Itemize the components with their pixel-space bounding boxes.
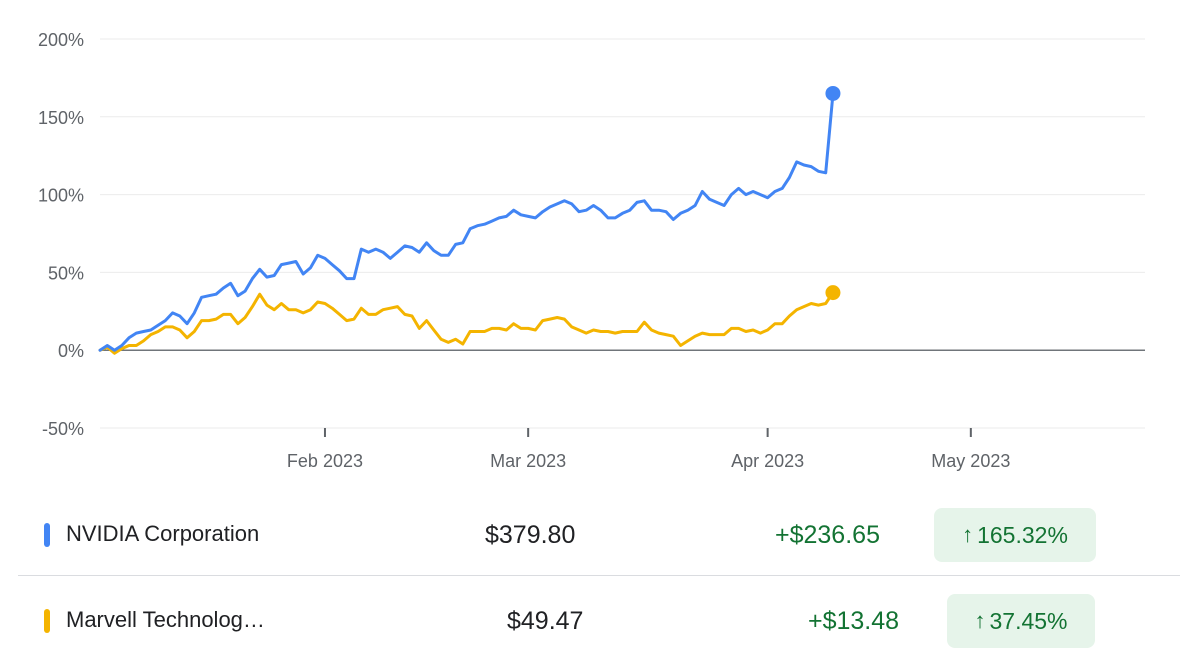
price-change: +$13.48 [808, 607, 900, 635]
grid-lines [100, 38, 1145, 429]
arrow-up-icon: ↑ [962, 522, 974, 547]
series-line [98, 92, 835, 352]
stock-name: Marvell Technolog… [66, 607, 265, 632]
x-axis-ticks: Feb 2023 Mar 2023 Apr 2023 May 2023 [287, 428, 1010, 471]
x-tick-label: Mar 2023 [490, 451, 566, 471]
percent-value: 37.45% [989, 607, 1068, 634]
percent-change-badge: ↑ 37.45% [947, 594, 1095, 648]
series-lines [98, 85, 841, 355]
x-tick-label: May 2023 [931, 451, 1010, 471]
series-line [98, 291, 835, 355]
y-tick-label: -50% [42, 419, 84, 439]
y-axis-ticks: 200% 150% 100% 50% 0% -50% [38, 30, 84, 439]
arrow-up-icon: ↑ [974, 608, 986, 633]
stock-price: $379.80 [485, 521, 576, 549]
x-tick-label: Feb 2023 [287, 451, 363, 471]
y-tick-label: 150% [38, 108, 84, 128]
stock-name: NVIDIA Corporation [66, 521, 260, 546]
series-color-swatch [44, 609, 50, 633]
legend-row-marvell[interactable]: Marvell Technolog… $49.47 +$13.48 ↑ 37.4… [18, 581, 1180, 661]
legend-row-nvidia[interactable]: NVIDIA Corporation $379.80 +$236.65 ↑ 16… [18, 495, 1180, 576]
price-change: +$236.65 [775, 521, 880, 549]
x-tick-label: Apr 2023 [731, 451, 804, 471]
series-end-point [825, 85, 841, 101]
performance-chart: 200% 150% 100% 50% 0% -50% Feb 2023 Mar 2023 Ap… [38, 30, 1145, 471]
y-tick-label: 200% [38, 30, 84, 50]
series-end-point [825, 285, 841, 301]
percent-change-badge: ↑ 165.32% [934, 508, 1096, 562]
y-tick-label: 0% [58, 341, 84, 361]
y-tick-label: 50% [48, 263, 84, 283]
stock-price: $49.47 [507, 607, 584, 635]
series-color-swatch [44, 523, 50, 547]
y-tick-label: 100% [38, 186, 84, 206]
percent-value: 165.32% [977, 521, 1068, 548]
